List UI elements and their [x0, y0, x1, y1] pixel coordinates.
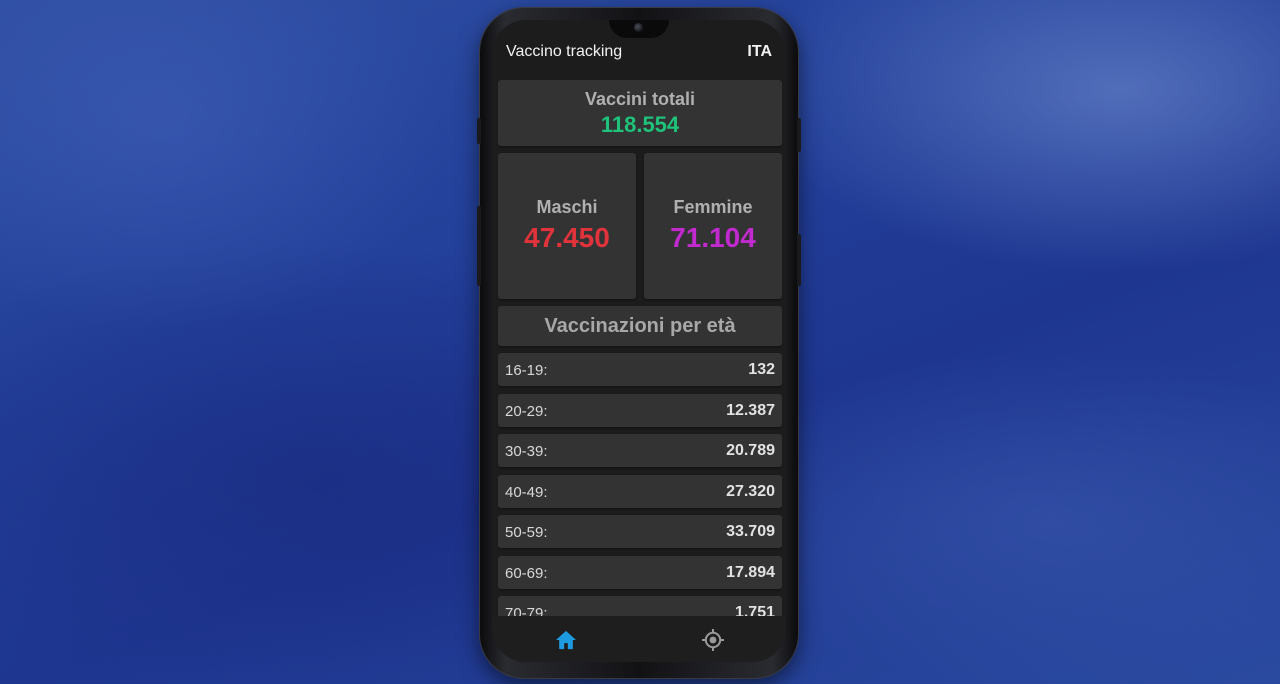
nav-location-button[interactable]	[695, 622, 731, 658]
phone-side-button-right	[797, 234, 801, 286]
age-count-value: 33.709	[726, 523, 775, 540]
age-row: 20-29: 12.387	[498, 393, 782, 427]
age-count-value: 1.751	[734, 604, 775, 616]
female-label: Femmine	[673, 197, 753, 217]
age-section-header: Vaccinazioni per età	[498, 306, 782, 346]
total-vaccines-label: Vaccini totali	[584, 89, 696, 109]
age-count-value: 20.789	[726, 442, 775, 459]
phone-power-button	[797, 118, 801, 152]
age-range-label: 20-29:	[505, 402, 548, 420]
age-range-label: 70-79:	[505, 605, 548, 616]
total-vaccines-card: Vaccini totali 118.554	[498, 80, 782, 146]
age-row: 70-79: 1.751	[498, 596, 782, 616]
language-selector[interactable]: ITA	[747, 43, 772, 60]
age-row: 60-69: 17.894	[498, 555, 782, 589]
location-icon	[702, 629, 724, 651]
age-count-value: 132	[748, 361, 775, 378]
app-title: Vaccino tracking	[506, 43, 623, 60]
age-count-value: 12.387	[726, 401, 775, 419]
front-camera	[634, 23, 643, 32]
age-row: 40-49: 27.320	[498, 474, 782, 508]
age-row: 50-59: 33.709	[498, 515, 782, 548]
male-card: Maschi 47.450	[498, 153, 636, 299]
male-value: 47.450	[524, 222, 610, 253]
home-icon	[556, 630, 576, 650]
phone-screen: Vaccino tracking ITA Vaccini totali 118.…	[492, 20, 786, 662]
phone-side-button-left	[477, 206, 481, 286]
male-label: Maschi	[536, 197, 598, 217]
notch	[609, 20, 669, 38]
bottom-navigation	[492, 616, 786, 662]
female-value: 71.104	[670, 222, 756, 253]
age-range-label: 40-49:	[505, 483, 548, 501]
age-count-value: 27.320	[726, 482, 775, 500]
female-card: Femmine 71.104	[644, 153, 782, 299]
nav-home-button[interactable]	[548, 622, 584, 658]
total-vaccines-value: 118.554	[600, 112, 680, 137]
age-count-value: 17.894	[726, 563, 775, 581]
age-range-label: 30-39:	[505, 443, 548, 460]
age-range-label: 16-19:	[505, 362, 548, 379]
age-range-label: 60-69:	[505, 564, 548, 582]
phone-volume-button	[477, 118, 481, 144]
age-list[interactable]: 16-19: 132 20-29: 12.387 30-39: 20.789 4…	[498, 353, 782, 616]
app-bar: Vaccino tracking ITA	[492, 20, 786, 72]
main-content: Vaccini totali 118.554 Maschi 47.450 Fem…	[498, 80, 782, 616]
phone-frame: Vaccino tracking ITA Vaccini totali 118.…	[477, 8, 801, 678]
age-row: 16-19: 132	[498, 353, 782, 386]
age-section-title: Vaccinazioni per età	[544, 315, 736, 337]
age-row: 30-39: 20.789	[498, 434, 782, 467]
age-range-label: 50-59:	[505, 524, 548, 541]
